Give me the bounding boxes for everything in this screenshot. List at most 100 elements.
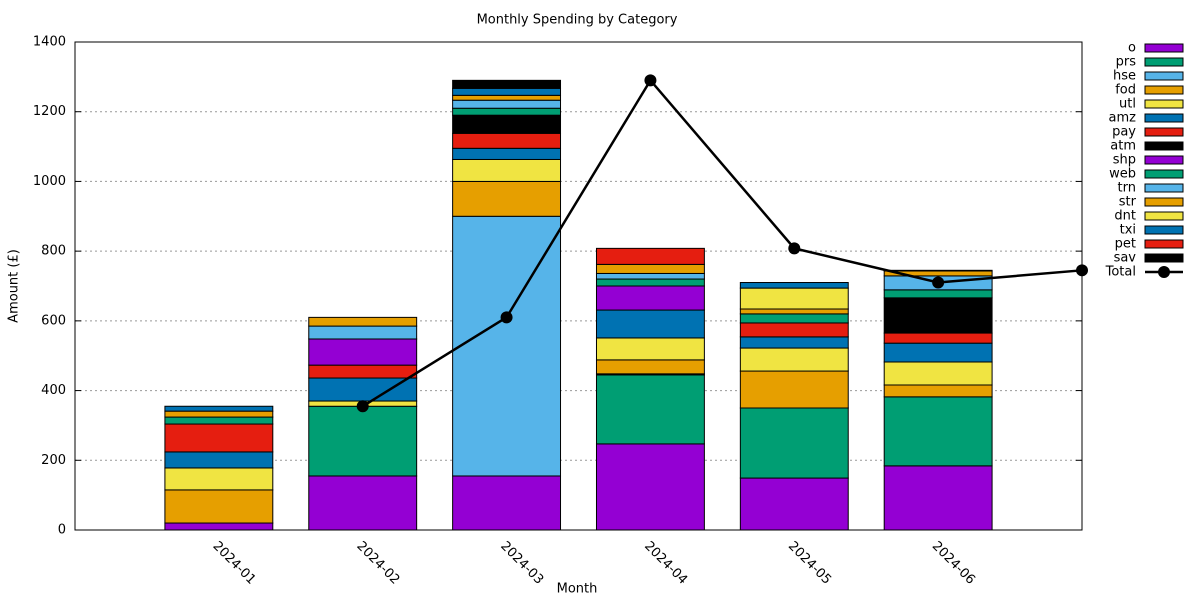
bar-segment xyxy=(595,285,705,311)
bar-segment xyxy=(739,322,849,338)
bar-segment xyxy=(739,370,849,409)
legend-label: sav xyxy=(1114,251,1137,266)
x-tick-label: 2024-03 xyxy=(497,539,546,588)
bar-segment xyxy=(164,467,274,491)
bar-segment xyxy=(883,269,993,272)
bar-segment xyxy=(308,316,418,327)
bar-segment xyxy=(883,361,993,386)
bar-segment xyxy=(308,405,418,477)
bar-segment xyxy=(739,287,849,310)
legend-swatch xyxy=(1144,197,1184,207)
legend-swatch xyxy=(1144,85,1184,95)
legend-swatch xyxy=(1144,127,1184,137)
y-tick-label: 400 xyxy=(41,383,66,398)
total-point xyxy=(500,311,513,324)
bar-segment xyxy=(452,147,562,160)
y-tick-label: 200 xyxy=(41,453,66,468)
legend-label: txi xyxy=(1120,223,1136,238)
bar-segment xyxy=(883,289,993,299)
bar-segment xyxy=(883,396,993,467)
bar-segment xyxy=(883,332,993,344)
legend-label: pet xyxy=(1115,237,1136,252)
legend-swatch xyxy=(1144,183,1184,193)
y-tick-label: 600 xyxy=(41,313,66,328)
y-tick-label: 800 xyxy=(41,244,66,259)
bar-segment xyxy=(452,132,562,149)
bar-segment xyxy=(739,282,849,289)
bar-segment xyxy=(164,416,274,425)
bar-segment xyxy=(739,308,849,315)
total-point xyxy=(932,276,945,289)
bar-segment xyxy=(595,374,705,445)
x-tick-label: 2024-01 xyxy=(210,539,259,588)
legend-label: prs xyxy=(1116,55,1137,70)
bar-segment xyxy=(595,337,705,361)
y-tick-label: 1200 xyxy=(33,104,66,119)
plot-frame xyxy=(74,41,1083,531)
legend-label: atm xyxy=(1110,139,1136,154)
legend-label: str xyxy=(1119,195,1137,210)
legend-swatch xyxy=(1144,99,1184,109)
legend-swatch xyxy=(1144,239,1184,249)
bar-segment xyxy=(883,465,993,531)
chart-title: Monthly Spending by Category xyxy=(477,13,678,28)
bar-segment xyxy=(739,477,849,531)
legend-label: fod xyxy=(1115,83,1136,98)
bar-segment xyxy=(739,313,849,324)
bar-segment xyxy=(308,475,418,531)
total-point xyxy=(644,74,657,87)
bar-segment xyxy=(595,263,705,274)
bar-segment xyxy=(164,423,274,453)
legend-swatch xyxy=(1144,71,1184,81)
legend-swatch xyxy=(1144,155,1184,165)
bar-segment xyxy=(883,342,993,363)
y-tick-label: 0 xyxy=(58,523,66,538)
total-line xyxy=(362,78,1083,408)
x-tick-label: 2024-05 xyxy=(785,539,834,588)
legend-swatch xyxy=(1144,43,1184,53)
bar-segment xyxy=(595,309,705,339)
legend-label: shp xyxy=(1113,153,1136,168)
legend-label: Total xyxy=(1105,265,1136,280)
bar-segment xyxy=(452,114,562,134)
total-point xyxy=(356,400,369,413)
legend-label: web xyxy=(1109,167,1136,182)
bar-segment xyxy=(739,407,849,479)
bar-segment xyxy=(164,405,274,412)
bar-segment xyxy=(308,364,418,379)
bar-segment xyxy=(452,158,562,182)
legend-point xyxy=(1158,266,1170,278)
bar-segment xyxy=(164,410,274,418)
bar-segment xyxy=(739,336,849,349)
x-tick-label: 2024-02 xyxy=(353,539,402,588)
legend-swatch xyxy=(1144,141,1184,151)
y-axis-label: Amount (£) xyxy=(7,249,22,323)
x-axis-label: Month xyxy=(557,582,598,597)
bar-segment xyxy=(164,451,274,469)
bar-segment xyxy=(308,338,418,366)
legend-swatch xyxy=(1144,253,1184,263)
bar-segment xyxy=(595,247,705,265)
bar-segment xyxy=(595,359,705,375)
legend-label: dnt xyxy=(1114,209,1136,224)
y-tick-label: 1400 xyxy=(33,35,66,50)
legend-swatch xyxy=(1144,211,1184,221)
legend-label: utl xyxy=(1119,97,1136,112)
total-point xyxy=(1076,264,1088,277)
y-tick-label: 1000 xyxy=(33,174,66,189)
bar-segment xyxy=(308,325,418,340)
bar-segment xyxy=(452,94,562,101)
bar-segment xyxy=(739,347,849,372)
legend-swatch xyxy=(1144,113,1184,123)
bar-segment xyxy=(452,99,562,109)
total-point xyxy=(788,242,801,255)
legend-swatch xyxy=(1144,225,1184,235)
bar-segment xyxy=(595,272,705,280)
legend-swatch xyxy=(1144,57,1184,67)
legend-label: o xyxy=(1128,41,1136,56)
legend-label: amz xyxy=(1109,111,1137,126)
bar-segment xyxy=(883,384,993,398)
bar-segment xyxy=(883,297,993,334)
bar-segment xyxy=(452,107,562,116)
